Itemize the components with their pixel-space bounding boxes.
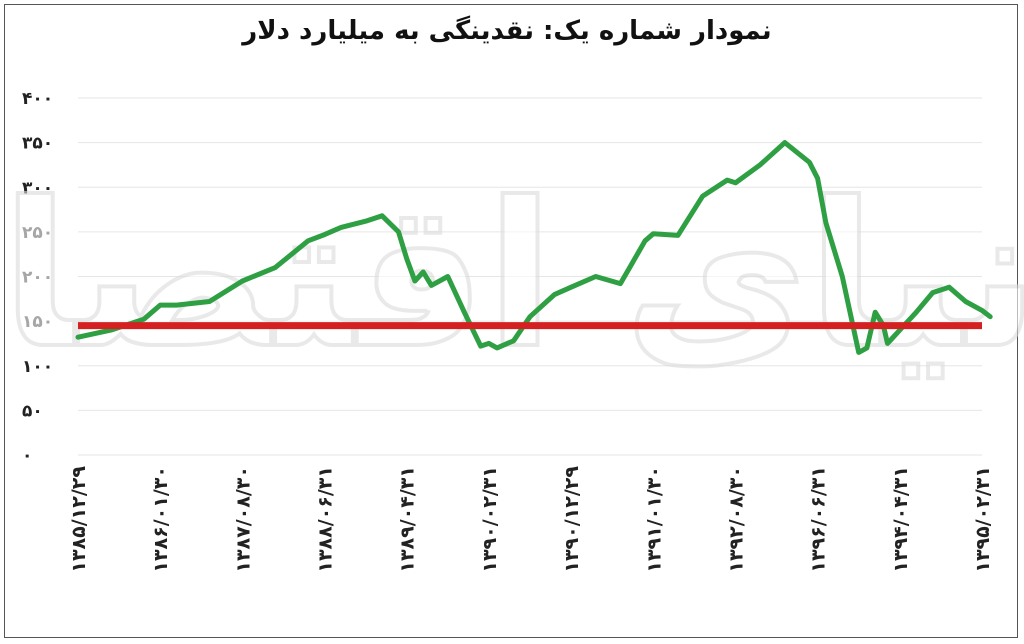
chart-title: نمودار شماره یک: نقدینگی به میلیارد دلار — [242, 16, 772, 46]
x-tick-label: ۱۳۸۷/۰۸/۳۰ — [232, 466, 254, 573]
x-tick-label: ۱۳۹۶/۰۶/۳۱ — [808, 466, 830, 573]
y-tick-label: ۰ — [22, 446, 32, 466]
x-axis-ticks: ۱۳۸۵/۱۲/۲۹ ۱۳۸۶/۰۱/۳۰ ۱۳۸۷/۰۸/۳۰ ۱۳۸۸/۰۶/۳۱… — [68, 466, 994, 573]
y-tick-label: ۲۵۰ — [22, 223, 53, 243]
y-tick-label: ۲۰۰ — [22, 268, 53, 288]
x-tick-label: ۱۳۸۵/۱۲/۲۹ — [68, 466, 90, 573]
x-tick-label: ۱۳۹۵/۰۲/۳۱ — [972, 466, 994, 573]
x-tick-label: ۱۳۸۶/۰۱/۳۰ — [150, 466, 172, 573]
x-tick-label: ۱۳۹۰/۰۲/۳۱ — [479, 466, 501, 573]
x-tick-label: ۱۳۸۹/۰۴/۳۱ — [397, 466, 419, 573]
chart-frame — [4, 4, 1018, 638]
y-tick-label: ۳۵۰ — [22, 134, 53, 154]
y-tick-label: ۱۵۰ — [22, 312, 53, 332]
y-tick-label: ۱۰۰ — [22, 357, 53, 377]
x-tick-label: ۱۳۹۱/۰۱/۳۰ — [643, 466, 665, 573]
y-axis-ticks: ۰ ۵۰ ۱۰۰ ۱۵۰ ۲۰۰ ۲۵۰ ۳۰۰ ۳۵۰ ۴۰۰ — [22, 89, 53, 466]
y-tick-label: ۵۰ — [22, 401, 43, 421]
y-tick-label: ۴۰۰ — [22, 89, 53, 109]
x-tick-label: ۱۳۸۸/۰۶/۳۱ — [315, 466, 337, 573]
gridlines — [78, 97, 982, 456]
x-tick-label: ۱۳۹۰/۱۲/۲۹ — [561, 466, 583, 573]
x-tick-label: ۱۳۹۲/۰۸/۳۰ — [725, 466, 747, 573]
watermark-logo: دنیای اقتصاد — [0, 158, 1024, 395]
x-tick-label: ۱۳۹۴/۰۴/۳۱ — [890, 466, 912, 573]
watermark-text: دنیای اقتصاد — [0, 160, 1024, 393]
y-tick-label: ۳۰۰ — [22, 178, 53, 198]
